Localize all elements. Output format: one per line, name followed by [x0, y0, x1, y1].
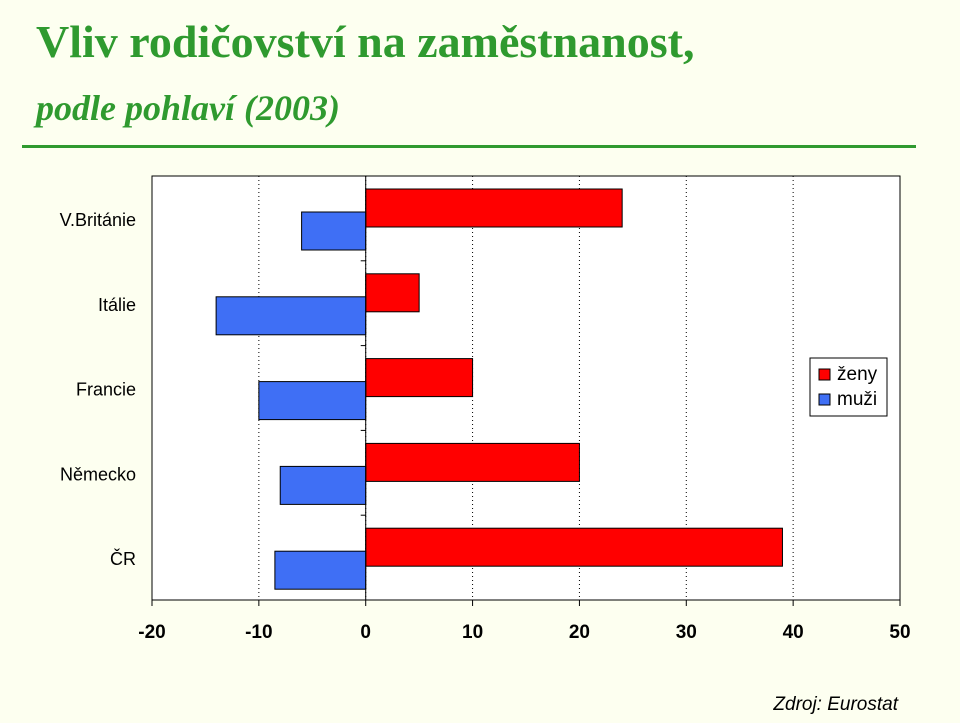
source-note: Zdroj: Eurostat	[773, 694, 898, 715]
bar-zeny	[365, 358, 474, 398]
bar-zeny	[365, 442, 580, 482]
legend-box	[809, 357, 888, 417]
legend-swatch-muzi	[818, 393, 831, 406]
bar-zeny	[365, 273, 420, 313]
bar-muzi	[274, 550, 367, 590]
x-tick-label: -10	[245, 622, 272, 643]
legend-label-muzi: muži	[837, 389, 877, 410]
bar-muzi	[258, 381, 367, 421]
category-label: Itálie	[98, 295, 136, 315]
chart-subtitle: podle pohlaví (2003)	[36, 88, 340, 128]
category-label: ČR	[110, 548, 136, 569]
title-underline	[22, 145, 916, 148]
x-tick-label: 10	[462, 622, 483, 643]
x-tick-label: 20	[569, 622, 590, 643]
legend-swatch-zeny	[818, 368, 831, 381]
bar-muzi	[279, 465, 367, 505]
legend-label-zeny: ženy	[837, 364, 878, 385]
x-tick-label: -20	[138, 622, 165, 643]
category-label: V.Británie	[60, 210, 136, 230]
x-tick-label: 50	[889, 622, 910, 643]
category-label: Německo	[60, 464, 136, 484]
x-tick-label: 0	[360, 622, 371, 643]
bar-muzi	[301, 211, 367, 251]
x-tick-label: 30	[676, 622, 697, 643]
bar-muzi	[215, 296, 367, 336]
bar-zeny	[365, 188, 623, 228]
x-tick-label: 40	[783, 622, 804, 643]
chart-title: Vliv rodičovství na zaměstnanost,	[36, 16, 695, 67]
category-label: Francie	[76, 380, 136, 400]
bar-zeny	[365, 527, 783, 567]
